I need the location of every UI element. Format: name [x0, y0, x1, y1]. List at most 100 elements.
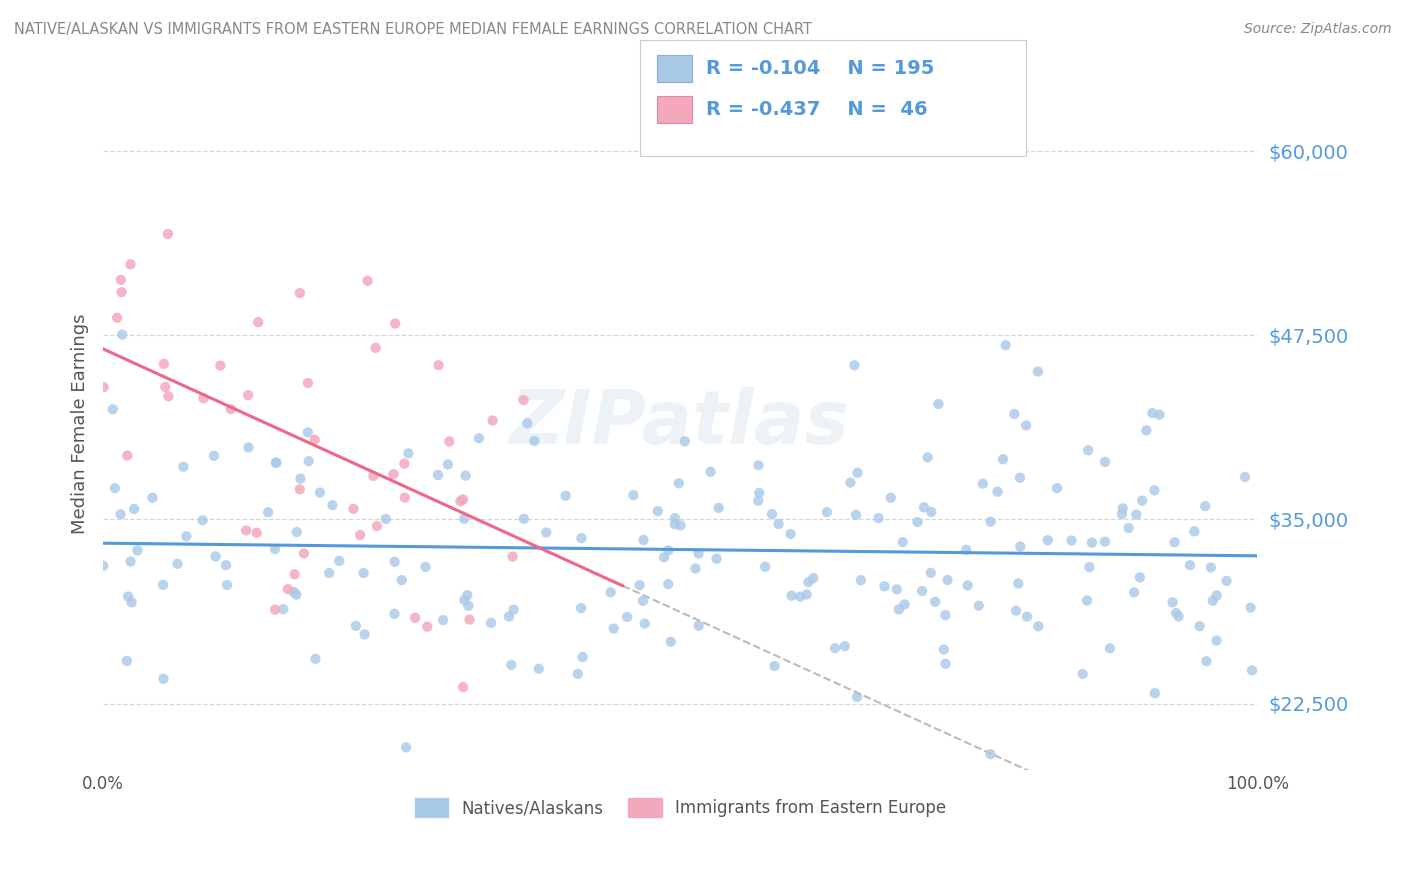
Point: [534, 525, 557, 540]
Point: [364, 341, 387, 355]
Point: [1111, 507, 1133, 521]
Point: [1005, 604, 1028, 618]
Point: [887, 602, 910, 616]
Point: [1143, 686, 1166, 700]
Point: [156, 227, 179, 241]
Point: [824, 641, 846, 656]
Point: [972, 476, 994, 491]
Point: [264, 602, 287, 616]
Point: [271, 602, 294, 616]
Point: [449, 494, 471, 508]
Point: [647, 504, 669, 518]
Point: [1094, 455, 1116, 469]
Point: [907, 515, 929, 529]
Point: [1026, 365, 1049, 379]
Point: [779, 527, 801, 541]
Point: [153, 357, 176, 371]
Point: [384, 555, 406, 569]
Point: [363, 469, 385, 483]
Point: [920, 505, 942, 519]
Point: [453, 512, 475, 526]
Point: [451, 492, 474, 507]
Point: [747, 493, 769, 508]
Point: [1143, 483, 1166, 498]
Point: [193, 391, 215, 405]
Point: [664, 511, 686, 525]
Point: [152, 578, 174, 592]
Point: [839, 475, 862, 490]
Point: [1142, 406, 1164, 420]
Point: [284, 567, 307, 582]
Point: [454, 468, 477, 483]
Point: [115, 654, 138, 668]
Point: [935, 657, 957, 671]
Point: [688, 547, 710, 561]
Point: [111, 285, 134, 300]
Y-axis label: Median Female Earnings: Median Female Earnings: [72, 313, 89, 534]
Point: [1076, 593, 1098, 607]
Point: [1015, 418, 1038, 433]
Point: [264, 456, 287, 470]
Point: [527, 662, 550, 676]
Point: [1071, 667, 1094, 681]
Point: [796, 587, 818, 601]
Point: [934, 608, 956, 623]
Text: NATIVE/ALASKAN VS IMMIGRANTS FROM EASTERN EUROPE MEDIAN FEMALE EARNINGS CORRELAT: NATIVE/ALASKAN VS IMMIGRANTS FROM EASTER…: [14, 22, 813, 37]
Point: [328, 554, 350, 568]
Point: [391, 573, 413, 587]
Point: [1205, 633, 1227, 648]
Point: [1130, 493, 1153, 508]
Point: [1149, 408, 1171, 422]
Point: [1002, 407, 1025, 421]
Point: [285, 525, 308, 540]
Point: [1098, 641, 1121, 656]
Point: [768, 516, 790, 531]
Point: [1078, 560, 1101, 574]
Point: [917, 450, 939, 465]
Point: [891, 535, 914, 549]
Point: [290, 472, 312, 486]
Point: [1178, 558, 1201, 573]
Point: [1125, 508, 1147, 522]
Point: [754, 559, 776, 574]
Point: [209, 359, 232, 373]
Point: [502, 602, 524, 616]
Point: [117, 449, 139, 463]
Point: [277, 582, 299, 596]
Point: [927, 397, 949, 411]
Point: [304, 652, 326, 666]
Point: [1077, 443, 1099, 458]
Point: [956, 578, 979, 592]
Point: [384, 317, 406, 331]
Point: [761, 507, 783, 521]
Point: [101, 402, 124, 417]
Point: [688, 618, 710, 632]
Point: [1188, 619, 1211, 633]
Point: [616, 610, 638, 624]
Point: [288, 483, 311, 497]
Point: [166, 557, 188, 571]
Point: [763, 659, 786, 673]
Point: [1199, 560, 1222, 574]
Point: [634, 616, 657, 631]
Point: [789, 590, 811, 604]
Point: [394, 457, 416, 471]
Point: [141, 491, 163, 505]
Point: [219, 402, 242, 417]
Point: [1046, 481, 1069, 495]
Point: [481, 413, 503, 427]
Point: [979, 747, 1001, 761]
Point: [1094, 534, 1116, 549]
Point: [1239, 600, 1261, 615]
Point: [501, 658, 523, 673]
Text: R = -0.104    N = 195: R = -0.104 N = 195: [706, 59, 934, 78]
Point: [246, 525, 269, 540]
Point: [513, 512, 536, 526]
Point: [1123, 585, 1146, 599]
Point: [602, 622, 624, 636]
Point: [1036, 533, 1059, 548]
Point: [93, 380, 115, 394]
Point: [120, 554, 142, 568]
Point: [297, 425, 319, 440]
Point: [458, 613, 481, 627]
